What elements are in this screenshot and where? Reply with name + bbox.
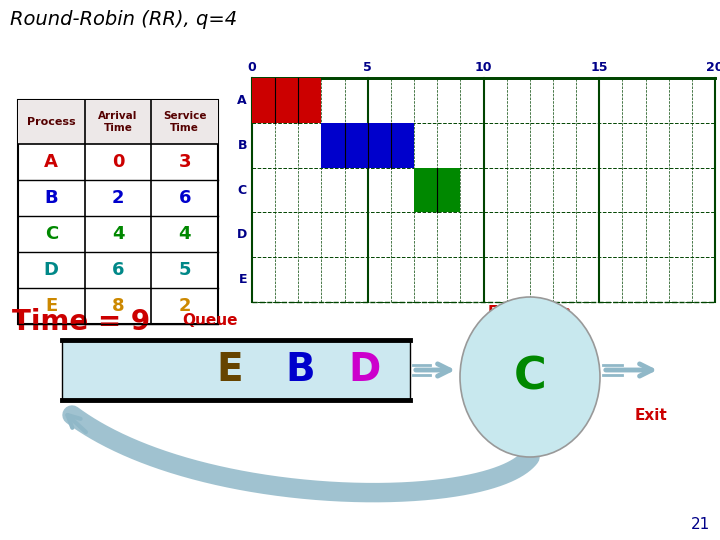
Text: Queue: Queue: [182, 313, 238, 328]
Text: D: D: [237, 228, 247, 241]
Bar: [252, 78, 321, 123]
Text: Arrival
Time: Arrival Time: [99, 111, 138, 133]
Text: B: B: [285, 351, 315, 389]
Bar: [62, 340, 410, 400]
Text: Execution: Execution: [488, 305, 572, 320]
Bar: [252, 78, 715, 302]
Text: 5: 5: [364, 61, 372, 74]
Text: 2: 2: [179, 297, 191, 315]
Text: D: D: [44, 261, 59, 279]
Text: 15: 15: [590, 61, 608, 74]
Bar: [18, 100, 218, 144]
Text: A: A: [238, 94, 247, 107]
Text: 21: 21: [690, 517, 710, 532]
Text: 20: 20: [706, 61, 720, 74]
Text: 8: 8: [112, 297, 125, 315]
Text: Time = 9: Time = 9: [12, 308, 150, 336]
Text: C: C: [238, 184, 247, 197]
Text: E: E: [238, 273, 247, 286]
Text: 0: 0: [248, 61, 256, 74]
Text: C: C: [513, 355, 546, 399]
Text: E: E: [217, 351, 243, 389]
Text: 3: 3: [179, 153, 191, 171]
Ellipse shape: [460, 297, 600, 457]
Text: Round-Robin (RR), q=4: Round-Robin (RR), q=4: [10, 10, 237, 29]
Text: B: B: [45, 189, 58, 207]
Bar: [414, 167, 460, 212]
Text: Service
Time: Service Time: [163, 111, 207, 133]
Text: 0: 0: [112, 153, 125, 171]
Text: A: A: [45, 153, 58, 171]
Text: 6: 6: [179, 189, 191, 207]
Text: 5: 5: [179, 261, 191, 279]
Text: 2: 2: [112, 189, 125, 207]
Bar: [18, 100, 218, 324]
Bar: [321, 123, 414, 167]
Text: B: B: [238, 139, 247, 152]
Text: 4: 4: [112, 225, 125, 243]
Text: E: E: [45, 297, 58, 315]
Text: Process: Process: [27, 117, 76, 127]
Text: 10: 10: [474, 61, 492, 74]
Text: 6: 6: [112, 261, 125, 279]
Text: C: C: [45, 225, 58, 243]
Text: 4: 4: [179, 225, 191, 243]
Text: Exit: Exit: [635, 408, 667, 423]
Text: D: D: [349, 351, 381, 389]
